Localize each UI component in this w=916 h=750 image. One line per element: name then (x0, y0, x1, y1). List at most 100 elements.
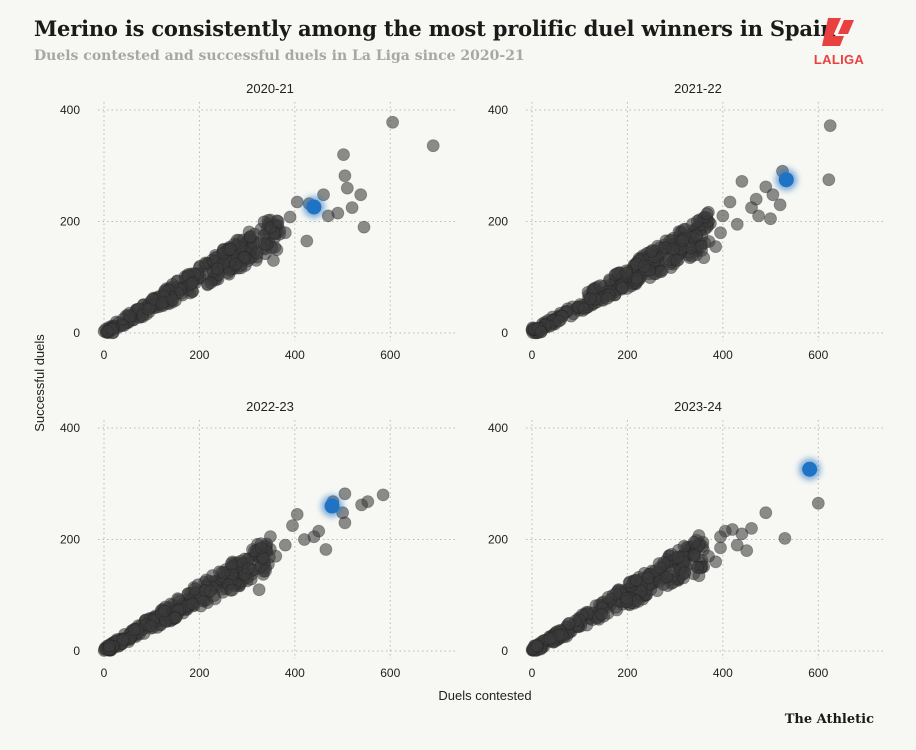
data-point (286, 519, 299, 532)
panel-title: 2021-22 (674, 81, 722, 96)
highlight-point (324, 498, 340, 514)
x-tick-label: 200 (617, 666, 637, 680)
data-point (158, 604, 171, 618)
x-tick-label: 600 (808, 348, 828, 362)
data-point (123, 309, 137, 323)
data-point (534, 325, 548, 339)
data-point (224, 242, 238, 256)
data-point (254, 541, 268, 555)
data-point (702, 549, 715, 563)
data-point (357, 220, 371, 234)
data-point (709, 240, 723, 254)
x-tick-label: 400 (285, 348, 305, 362)
data-point (671, 550, 685, 564)
data-point (778, 532, 792, 545)
data-point (319, 543, 333, 556)
x-tick-label: 200 (189, 666, 209, 680)
x-tick-label: 0 (529, 348, 536, 362)
data-point (283, 210, 297, 224)
data-point (654, 265, 668, 279)
data-point (752, 209, 765, 223)
data-point (530, 639, 544, 653)
data-point (692, 569, 706, 583)
data-point (345, 201, 359, 215)
data-point (670, 254, 684, 268)
data-point (694, 239, 708, 253)
data-point (217, 566, 231, 580)
data-point (103, 639, 116, 653)
data-point (141, 302, 155, 316)
data-point (290, 508, 304, 521)
data-point (678, 566, 692, 580)
data-point (811, 496, 825, 510)
y-tick-label: 400 (488, 103, 508, 117)
data-point (244, 229, 257, 243)
data-point (594, 279, 607, 293)
data-point (822, 173, 836, 187)
data-point (690, 214, 704, 228)
data-point (562, 616, 576, 630)
data-point (735, 174, 749, 188)
data-point (258, 237, 272, 251)
panel-2022-23: 2022-23 0 200 400 0 200 400 600 (60, 399, 458, 680)
panel-2023-24: 2023-24 0 200 400 0 200 400 600 (488, 399, 884, 680)
x-tick-label: 400 (713, 348, 733, 362)
data-point (740, 544, 754, 557)
data-point (759, 506, 773, 520)
data-point (337, 148, 350, 162)
highlight-point (802, 461, 818, 477)
data-point (186, 597, 200, 611)
data-point (252, 583, 266, 597)
data-point (241, 561, 255, 575)
data-point (723, 195, 737, 209)
data-point (773, 198, 787, 212)
data-point (764, 212, 777, 226)
data-point (595, 607, 608, 621)
panel-title: 2022-23 (246, 399, 294, 414)
y-tick-label: 0 (73, 644, 80, 658)
highlight-point (306, 199, 322, 215)
data-point (278, 538, 292, 552)
data-point (716, 209, 730, 223)
data-point (278, 226, 292, 240)
y-tick-label: 0 (73, 326, 80, 340)
data-point (660, 570, 674, 584)
x-tick-label: 0 (101, 666, 108, 680)
data-point (759, 180, 773, 194)
data-point (714, 541, 727, 555)
x-axis-title: Duels contested (438, 688, 531, 703)
data-point (321, 209, 335, 223)
laliga-logo-text: LALIGA (813, 52, 865, 67)
data-point (690, 228, 703, 242)
the-athletic-credit: The Athletic (784, 712, 874, 727)
data-point (259, 564, 272, 578)
data-point (620, 266, 634, 280)
data-point (658, 241, 672, 255)
y-tick-label: 200 (488, 533, 508, 547)
data-point (376, 488, 390, 502)
data-point (766, 188, 780, 202)
data-point (745, 201, 758, 215)
highlight-point (778, 172, 794, 188)
data-point (127, 623, 141, 636)
data-point (697, 251, 711, 265)
data-point (307, 530, 321, 544)
y-axis-title: Successful duels (32, 334, 47, 432)
x-tick-label: 200 (189, 348, 209, 362)
data-point (600, 291, 614, 305)
x-tick-label: 200 (617, 348, 637, 362)
x-tick-label: 600 (380, 348, 400, 362)
data-point (225, 583, 239, 597)
data-point (340, 181, 354, 195)
data-point (823, 119, 837, 132)
data-point (224, 557, 238, 571)
data-point (203, 584, 217, 598)
data-point (386, 115, 400, 129)
data-point (354, 188, 368, 202)
data-point (630, 271, 644, 285)
panel-2021-22: 2021-22 0 200 400 0 200 400 600 (488, 81, 884, 362)
data-point (300, 234, 314, 248)
data-point (645, 245, 658, 258)
data-point (250, 246, 264, 260)
